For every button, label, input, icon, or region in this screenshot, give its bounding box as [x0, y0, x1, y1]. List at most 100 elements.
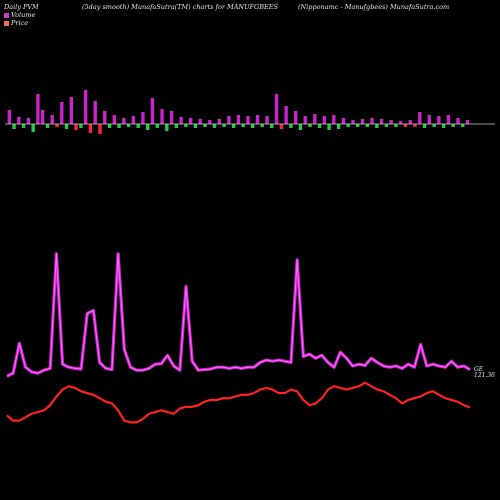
volume-bar — [193, 124, 198, 128]
volume-bar — [208, 120, 212, 124]
volume-line-outer — [6, 252, 471, 378]
volume-bar — [346, 124, 350, 127]
volume-bar — [227, 116, 231, 124]
volume-bar — [112, 115, 116, 124]
volume-bar — [336, 124, 341, 129]
legend-volume: Volume — [4, 11, 35, 19]
volume-bar — [83, 90, 88, 124]
volume-bar — [45, 124, 50, 128]
volume-bar — [384, 124, 389, 127]
volume-bar — [117, 124, 121, 128]
volume-bar — [55, 124, 59, 127]
volume-bar — [394, 124, 398, 127]
volume-bar — [136, 124, 140, 128]
price-swatch — [4, 20, 9, 26]
chart-source: (Nipponamc - Manufgbees) MunafaSutra.com — [298, 3, 450, 11]
volume-bar — [418, 112, 422, 124]
volume-bar — [174, 124, 179, 128]
volume-bar — [98, 124, 102, 134]
volume-bar — [351, 120, 355, 124]
volume-bar — [451, 124, 455, 127]
volume-bar — [432, 124, 436, 127]
volume-bar — [279, 124, 284, 129]
volume-bar — [69, 97, 74, 124]
volume-bar — [446, 115, 451, 124]
volume-bar — [317, 124, 322, 128]
volume-bar — [427, 115, 432, 124]
volume-bar — [408, 120, 412, 124]
volume-bar — [141, 112, 145, 124]
volume-bar — [441, 124, 446, 128]
volume-bar — [422, 124, 427, 128]
volume-bar — [241, 124, 245, 127]
volume-bar — [150, 98, 155, 124]
volume-bar — [222, 124, 226, 127]
volume-bar — [313, 114, 317, 124]
volume-bar — [303, 116, 307, 124]
volume-bar — [131, 116, 136, 124]
volume-bar — [246, 116, 250, 124]
volume-bar — [74, 124, 78, 130]
series-lines — [6, 252, 471, 424]
volume-bar — [203, 124, 207, 127]
volume-bar — [126, 124, 131, 127]
end-label-volume: GE — [474, 366, 484, 373]
volume-bar — [12, 124, 16, 129]
volume-bar — [322, 116, 326, 124]
volume-bar — [332, 115, 336, 124]
volume-bar — [265, 116, 269, 124]
volume-bar — [413, 124, 417, 127]
volume-bars — [7, 90, 470, 134]
volume-bar — [31, 124, 35, 132]
volume-bar — [403, 124, 408, 127]
volume-bar — [293, 111, 298, 124]
volume-bar — [231, 124, 236, 128]
legend-price: Price — [4, 19, 28, 27]
volume-bar — [274, 94, 279, 124]
volume-bar — [465, 120, 470, 124]
volume-bar — [169, 111, 174, 124]
volume-bar — [327, 124, 331, 130]
volume-bar — [79, 124, 83, 128]
volume-bar — [365, 124, 369, 127]
chart-title: (5day smooth) MunafaSutra(TM) charts for… — [82, 3, 278, 11]
volume-bar — [456, 118, 460, 124]
volume-bar — [251, 124, 255, 128]
chart-type-label: Daily PVM — [4, 3, 39, 11]
volume-bar — [165, 124, 169, 131]
volume-bar — [289, 124, 293, 128]
volume-bar — [379, 119, 384, 124]
volume-bar — [370, 118, 374, 124]
volume-bar — [399, 121, 403, 124]
legend-price-label: Price — [11, 19, 29, 27]
volume-bar — [93, 101, 97, 124]
volume-line-inner — [6, 253, 471, 377]
volume-bar — [356, 124, 360, 127]
volume-bar — [179, 117, 183, 124]
volume-bar — [298, 124, 303, 130]
volume-bar — [212, 124, 217, 128]
volume-bar — [188, 118, 193, 124]
volume-bar — [107, 124, 112, 128]
volume-bar — [41, 110, 45, 124]
volume-bar — [36, 94, 40, 124]
volume-bar — [21, 124, 26, 128]
volume-bar — [60, 102, 64, 124]
end-label-price: 121.36 — [474, 372, 495, 379]
volume-bar — [437, 116, 441, 124]
price-line — [6, 381, 471, 424]
volume-bar — [217, 119, 221, 124]
volume-bar — [360, 119, 365, 124]
volume-bar — [103, 111, 107, 124]
volume-bar — [255, 115, 260, 124]
volume-bar — [146, 124, 150, 130]
volume-swatch — [4, 12, 9, 18]
volume-bar — [50, 115, 54, 124]
volume-bar — [122, 118, 126, 124]
volume-bar — [260, 124, 264, 127]
volume-bar — [308, 124, 312, 127]
volume-bar — [236, 115, 241, 124]
volume-bar — [88, 124, 93, 133]
volume-bar — [155, 124, 159, 128]
